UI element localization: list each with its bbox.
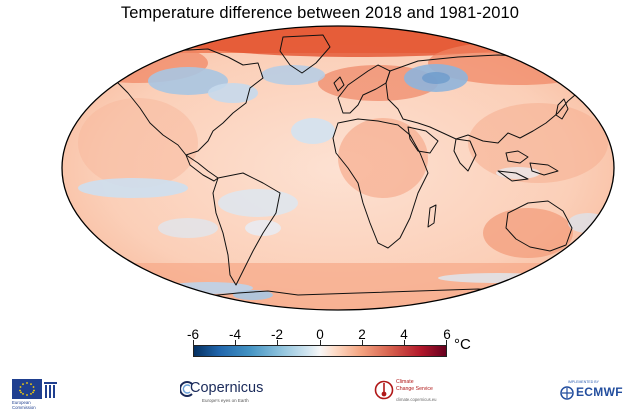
globe-outline (61, 25, 615, 311)
colorbar-tick-label: 4 (400, 327, 408, 342)
ecmwf-logo-icon (560, 386, 574, 400)
colorbar-tick-label: -6 (186, 327, 199, 342)
colorbar-unit: °C (454, 336, 471, 353)
colorbar-tick-mark (235, 340, 236, 345)
c3s-logo-icon (374, 378, 394, 402)
colorbar-tick-mark (320, 340, 321, 345)
ecmwf-tag: IMPLEMENTED BY (568, 380, 599, 384)
colorbar (193, 345, 447, 357)
colorbar-tick-mark (193, 340, 194, 345)
ecmwf-logo-text: ECMWF (576, 385, 623, 399)
colorbar-tick-label: -4 (228, 327, 241, 342)
colorbar-tick-label: -2 (270, 327, 283, 342)
eu-building-icon (44, 379, 58, 399)
colorbar-tick-mark (362, 340, 363, 345)
world-map (58, 23, 618, 313)
map-title: Temperature difference between 2018 and … (120, 4, 520, 22)
anomaly-field (62, 26, 614, 310)
colorbar-tick-label: 6 (443, 327, 451, 342)
copernicus-logo-text: Copernicus (190, 380, 264, 396)
c3s-logo-text: Climate Change Service (396, 379, 433, 392)
colorbar-tick-mark (446, 340, 447, 345)
colorbar-tick-mark (404, 340, 405, 345)
eu-commission-label: European Commission (12, 400, 36, 410)
c3s-url: climate.copernicus.eu (396, 397, 437, 402)
map-svg (61, 25, 615, 311)
colorbar-tick-mark (277, 340, 278, 345)
copernicus-tagline: Europe's eyes on Earth (202, 398, 249, 403)
colorbar-tick-label: 2 (358, 327, 366, 342)
colorbar-tick-label: 0 (316, 327, 324, 342)
copernicus-logo-icon (179, 381, 194, 397)
eu-flag-icon (12, 379, 42, 399)
